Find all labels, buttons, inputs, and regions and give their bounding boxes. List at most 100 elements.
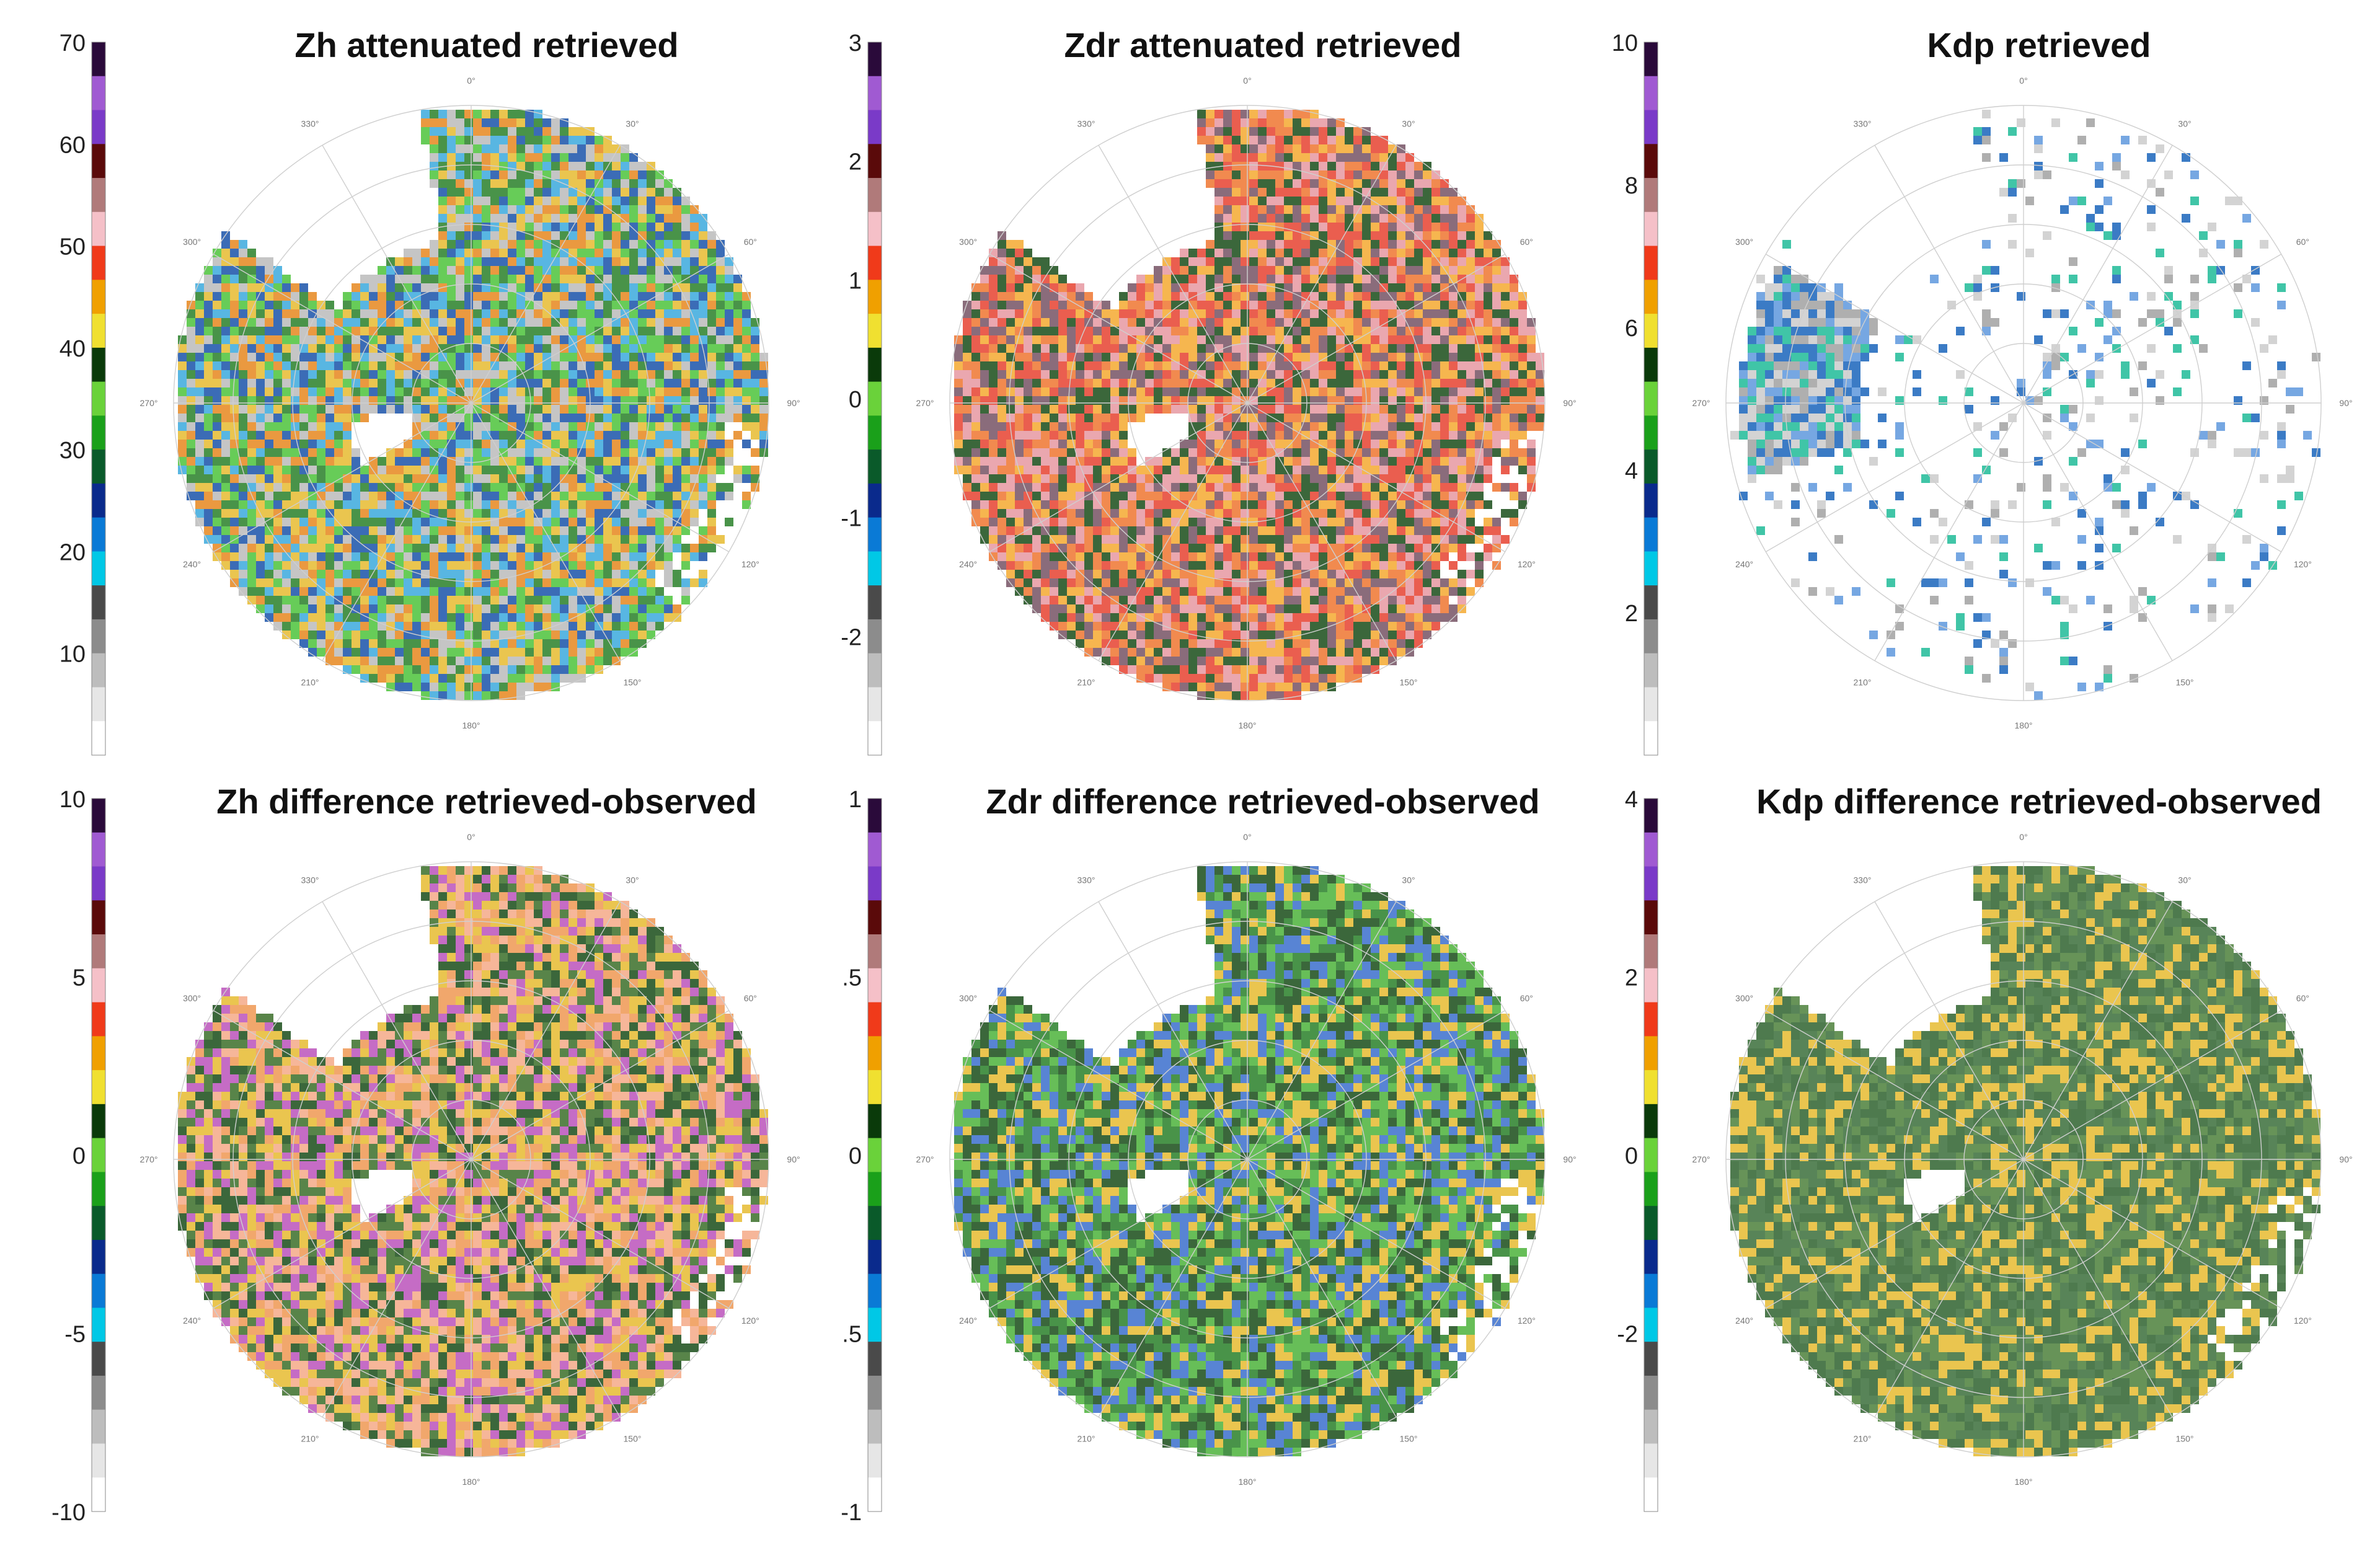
radar-cell	[586, 544, 595, 552]
radar-cell	[456, 188, 464, 197]
colorbar-segment	[868, 585, 882, 620]
radar-cell	[1379, 266, 1388, 275]
radar-cell	[629, 275, 638, 283]
radar-cell	[464, 144, 473, 153]
radar-cell	[447, 240, 456, 249]
radar-cell	[725, 440, 733, 448]
radar-cell	[369, 665, 378, 674]
radar-cell	[447, 631, 456, 639]
radar-cell	[1423, 396, 1431, 405]
radar-cell	[551, 570, 560, 578]
radar-cell	[273, 613, 282, 622]
radar-cell	[560, 301, 568, 309]
radar-cell	[1362, 188, 1371, 197]
radar-cell	[1527, 361, 1536, 370]
azimuth-label: 30°	[626, 119, 639, 129]
radar-cell	[273, 275, 282, 283]
radar-cell	[308, 631, 317, 639]
radar-cell	[707, 474, 716, 483]
radar-cell	[638, 257, 647, 266]
radar-cell	[1093, 327, 1102, 335]
radar-cell	[273, 518, 282, 526]
radar-cell	[490, 622, 499, 631]
radar-cell	[1336, 144, 1345, 153]
radar-cell	[1353, 136, 1362, 144]
radar-cell	[473, 153, 482, 162]
radar-cell	[595, 570, 603, 578]
radar-cell	[603, 639, 612, 648]
radar-cell	[1310, 405, 1319, 414]
radar-cell	[603, 379, 612, 387]
radar-cell	[291, 309, 299, 318]
radar-cell	[647, 500, 655, 509]
radar-cell	[490, 552, 499, 561]
radar-cell	[1458, 387, 1466, 396]
radar-cell	[378, 361, 386, 370]
radar-cell	[456, 604, 464, 613]
radar-cell	[1301, 179, 1310, 188]
radar-cell	[299, 379, 308, 387]
colorbar-tick-label: 70	[60, 30, 86, 56]
radar-cell	[1388, 214, 1397, 223]
radar-cell	[1440, 405, 1449, 414]
radar-cell	[430, 162, 438, 170]
radar-cell	[1249, 257, 1258, 266]
radar-cell	[1319, 361, 1327, 370]
radar-cell	[612, 361, 621, 370]
radar-cell	[989, 301, 998, 309]
radar-cell	[265, 353, 273, 361]
radar-cell	[542, 318, 551, 327]
radar-cell	[516, 683, 525, 691]
radar-cell	[378, 283, 386, 292]
radar-cell	[1128, 318, 1136, 327]
radar-cell	[438, 361, 447, 370]
radar-cell	[317, 422, 325, 431]
radar-cell	[343, 622, 352, 631]
radar-cell	[516, 657, 525, 665]
radar-cell	[525, 318, 534, 327]
radar-cell	[430, 257, 438, 266]
radar-cell	[534, 552, 542, 561]
radar-cell	[1232, 283, 1241, 292]
radar-cell	[395, 266, 404, 275]
radar-cell	[525, 622, 534, 631]
radar-cell	[1345, 275, 1353, 283]
radar-cell	[178, 370, 187, 379]
radar-cell	[395, 483, 404, 492]
radar-cell	[473, 361, 482, 370]
radar-cell	[577, 474, 586, 483]
radar-cell	[412, 683, 421, 691]
radar-cell	[230, 353, 239, 361]
radar-cell	[178, 353, 187, 361]
radar-cell	[1405, 344, 1414, 353]
radar-cell	[508, 604, 516, 613]
radar-cell	[1232, 370, 1241, 379]
radar-cell	[187, 301, 195, 309]
panel-title: Zh attenuated retrieved	[294, 25, 679, 64]
radar-cell	[1492, 275, 1501, 283]
radar-cell	[1371, 292, 1379, 301]
radar-cell	[378, 370, 386, 379]
radar-cell	[317, 318, 325, 327]
radar-cell	[595, 257, 603, 266]
radar-cell	[386, 275, 395, 283]
radar-cell	[464, 691, 473, 700]
azimuth-spoke	[471, 402, 730, 552]
radar-cell	[343, 518, 352, 526]
radar-cell	[1058, 396, 1067, 405]
radar-cell	[1405, 387, 1414, 396]
radar-cell	[1015, 335, 1024, 344]
radar-cell	[742, 422, 751, 431]
radar-cell	[1458, 231, 1466, 240]
radar-cell	[412, 301, 421, 309]
radar-cell	[603, 292, 612, 301]
radar-cell	[195, 466, 204, 474]
radar-cell	[725, 492, 733, 500]
radar-cell	[1397, 292, 1405, 301]
radar-cell	[690, 275, 699, 283]
radar-cell	[1275, 231, 1284, 240]
radar-cell	[534, 466, 542, 474]
radar-cell	[1449, 379, 1458, 387]
radar-cell	[516, 231, 525, 240]
radar-cell	[343, 665, 352, 674]
